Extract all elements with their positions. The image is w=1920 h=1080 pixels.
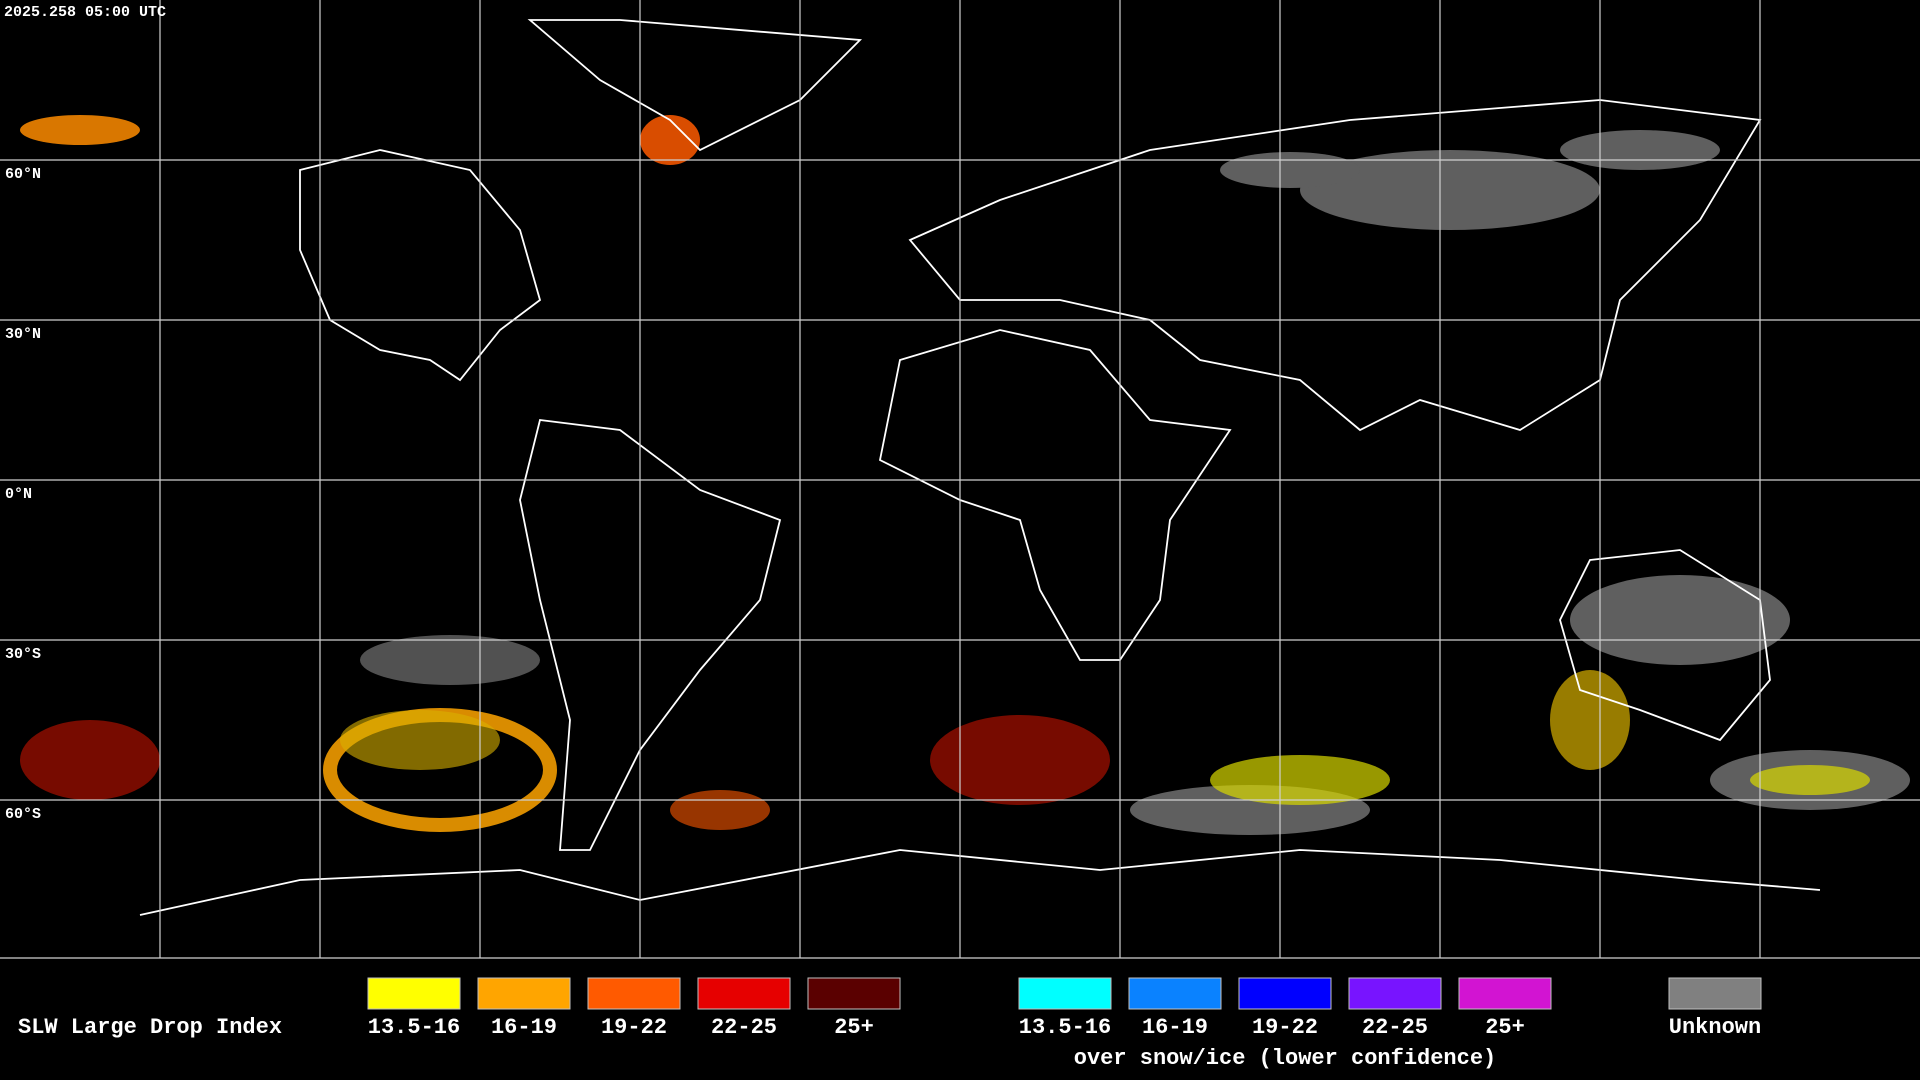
lat-label: 30°S	[5, 646, 41, 663]
legend-label: 19-22	[601, 1015, 667, 1040]
coastline	[527, 19, 863, 152]
cloud	[1550, 670, 1630, 770]
cloud	[360, 635, 540, 685]
legend-title: SLW Large Drop Index	[18, 1015, 282, 1040]
cloud	[670, 790, 770, 830]
cloud	[1300, 150, 1600, 230]
legend-label: 25+	[834, 1015, 874, 1040]
timestamp: 2025.258 05:00 UTC	[4, 4, 166, 21]
coastline	[1559, 549, 1771, 742]
legend-label: 13.5-16	[368, 1015, 460, 1040]
legend-label: 22-25	[1362, 1015, 1428, 1040]
legend-swatch	[807, 977, 901, 1010]
legend-swatch	[477, 977, 571, 1010]
legend: 13.5-16 16-19 19-22 22-25 25+ 13.5-16 16-19 19-…	[367, 977, 1762, 1071]
legend-label: 22-25	[711, 1015, 777, 1040]
legend-label: 19-22	[1252, 1015, 1318, 1040]
lat-label: 60°N	[5, 166, 41, 183]
legend-swatch	[1668, 977, 1762, 1010]
cloud	[1210, 755, 1390, 805]
cloud	[640, 115, 700, 165]
legend-swatch	[1238, 977, 1332, 1010]
graticule	[0, 0, 1920, 958]
legend-label: 16-19	[1142, 1015, 1208, 1040]
legend-label: 13.5-16	[1019, 1015, 1111, 1040]
legend-subtitle: over snow/ice (lower confidence)	[1074, 1046, 1496, 1071]
cloud	[340, 710, 500, 770]
lat-label: 60°S	[5, 806, 41, 823]
lat-label: 30°N	[5, 326, 41, 343]
cloud	[20, 115, 140, 145]
map	[0, 0, 1920, 958]
cloud	[1750, 765, 1870, 795]
legend-swatch	[1018, 977, 1112, 1010]
legend-label: Unknown	[1669, 1015, 1761, 1040]
legend-swatch	[1128, 977, 1222, 1010]
legend-label: 25+	[1485, 1015, 1525, 1040]
cloud	[1220, 152, 1360, 188]
coastline	[878, 329, 1232, 661]
legend-swatch	[1458, 977, 1552, 1010]
cloud	[20, 720, 160, 800]
cloud	[930, 715, 1110, 805]
lat-label: 0°N	[5, 486, 32, 503]
legend-swatch	[587, 977, 681, 1010]
cloud	[1570, 575, 1790, 665]
coastline	[908, 99, 1762, 432]
legend-swatch	[697, 977, 791, 1010]
cloud	[1560, 130, 1720, 170]
legend-swatch	[367, 977, 461, 1010]
legend-swatch	[1348, 977, 1442, 1010]
legend-label: 16-19	[491, 1015, 557, 1040]
